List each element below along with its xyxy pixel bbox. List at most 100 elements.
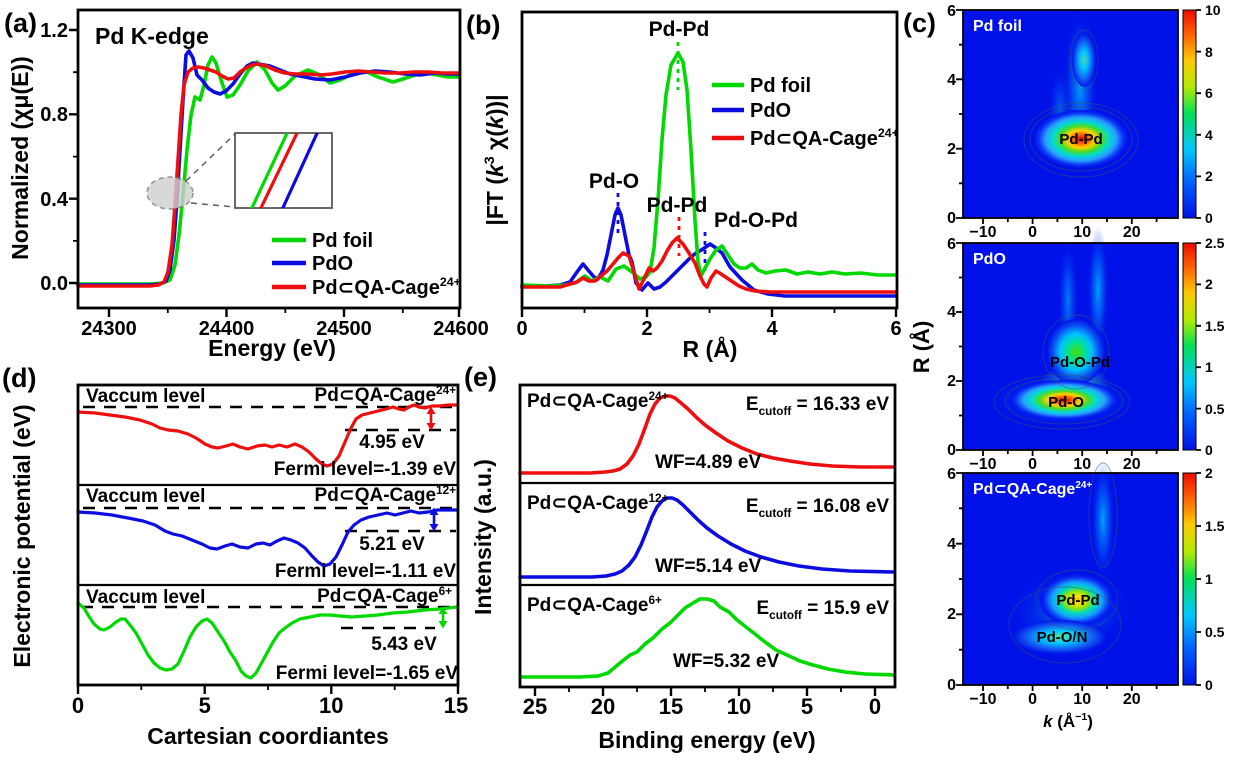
heatmap3-colorbar [1182, 472, 1197, 686]
svg-text:0: 0 [1205, 677, 1213, 693]
cage-label-e-blue: Pd⊂QA-Cage12+ [527, 492, 669, 514]
panel-d-dividers [78, 483, 458, 587]
cage-label-red: Pd⊂QA-Cage24+ [315, 384, 457, 406]
panel-c: (c) R (Å) k (Å−1) Pd foil Pd-Pd −10 [903, 2, 1225, 731]
svg-text:6: 6 [1205, 85, 1213, 101]
svg-text:2.5: 2.5 [1205, 235, 1225, 251]
heatmap-pd-foil: Pd foil Pd-Pd −10 0 10 20 0 2 4 6 0 [947, 2, 1221, 241]
panel-e-row-cage6: Pd⊂QA-Cage6+ Ecutoff = 15.9 eV WF=5.32 e… [518, 594, 896, 679]
panel-d-letter: (d) [2, 363, 36, 393]
svg-text:20: 20 [1123, 691, 1141, 708]
panel-a-x-tick-labels: 24300 24400 24500 24600 [81, 318, 489, 340]
panel-e-x-tick-labels: 25 20 15 10 5 0 [523, 694, 881, 719]
svg-text:1: 1 [1205, 571, 1213, 587]
panel-a-legend: Pd foil PdO Pd⊂QA-Cage24+ [272, 230, 461, 299]
panel-a-xlabel: Energy (eV) [208, 335, 336, 361]
svg-text:10: 10 [1073, 224, 1091, 241]
legend-label-pd-foil: Pd foil [312, 230, 373, 252]
svg-text:0.0: 0.0 [40, 273, 68, 295]
fermi-label-blue: Fermi level=-1.11 eV [275, 561, 456, 582]
inset-connector-lines [185, 133, 236, 208]
heatmap2-title: PdO [973, 251, 1006, 268]
fermi-label-red: Fermi level=-1.39 eV [274, 459, 457, 480]
panel-e-row-cage24: Pd⊂QA-Cage24+ Ecutoff = 16.33 eV WF=4.89… [518, 390, 896, 475]
wf-arrow-green [438, 607, 448, 629]
panel-b-peak-markers [616, 42, 707, 271]
svg-text:−10: −10 [969, 691, 996, 708]
heatmap2-ticks [956, 242, 1158, 456]
panel-e-row-cage12: Pd⊂QA-Cage12+ Ecutoff = 16.08 eV WF=5.14… [518, 492, 896, 579]
potential-curve-green [76, 601, 459, 680]
heatmap3-pdon-blob [1013, 620, 1107, 654]
legend-label-pd-cage: Pd⊂QA-Cage24+ [312, 275, 461, 299]
peak-label-pdpd-green: Pd-Pd [649, 18, 710, 41]
panel-a-frame [76, 8, 462, 310]
panel-b-letter: (b) [466, 10, 500, 40]
heatmap1-y-tick-labels: 0 2 4 6 [947, 3, 956, 227]
heatmap3-contours [1008, 462, 1122, 664]
svg-text:0.4: 0.4 [40, 189, 69, 211]
panel-c-letter: (c) [903, 8, 936, 38]
legend-label-pd-cage: Pd⊂QA-Cage24+ [750, 126, 899, 150]
heatmap2-colorbar-ticks [1196, 242, 1201, 451]
svg-text:15: 15 [444, 693, 468, 718]
panel-e-ticks [533, 687, 877, 696]
svg-text:0: 0 [72, 693, 84, 718]
svg-text:8: 8 [1205, 44, 1213, 60]
heatmap2-x-tick-labels: −10 0 10 20 [969, 456, 1140, 473]
svg-text:20: 20 [1123, 456, 1141, 473]
svg-text:24300: 24300 [81, 318, 137, 340]
svg-text:24600: 24600 [433, 318, 489, 340]
heatmap3-blob-label-1: Pd-Pd [1056, 592, 1099, 609]
heatmap2-pdopd-blob [1047, 319, 1105, 385]
heatmap-pd-cage: Pd⊂QA-Cage24+ Pd-Pd Pd-O/N −10 0 10 20 0… [947, 460, 1225, 708]
heatmap1-harmonic-blob [1072, 33, 1096, 87]
panel-b-ylabel: |FT (k3 χ(k))| [482, 94, 508, 225]
panel-d: (d) Electronic potential (eV) Cartesian … [2, 363, 468, 749]
heatmap2-contours [993, 314, 1131, 430]
heatmap3-blob-label-2: Pd-O/N [1037, 629, 1088, 646]
panel-a-title: Pd K-edge [95, 23, 209, 49]
svg-text:1.5: 1.5 [1205, 518, 1225, 534]
svg-text:5: 5 [199, 693, 211, 718]
svg-text:−10: −10 [969, 224, 996, 241]
vacuum-label-red: Vaccum level [86, 386, 205, 407]
svg-text:0.8: 0.8 [40, 104, 68, 126]
inset-box [234, 132, 333, 209]
panel-b-curve-pd-cage [520, 236, 898, 294]
legend-label-pd-foil: Pd foil [750, 75, 811, 97]
potential-curve-red [76, 403, 459, 468]
wf-label-green: WF=5.32 eV [673, 651, 779, 672]
ups-curve-red [518, 394, 896, 475]
svg-text:10: 10 [1205, 2, 1221, 18]
panel-e-frame [518, 383, 897, 689]
peak-label-pdopd-blue: Pd-O-Pd [714, 209, 798, 232]
panel-b-legend: Pd foil PdO Pd⊂QA-Cage24+ [712, 75, 899, 150]
heatmap2-streak-2 [1087, 225, 1109, 355]
panel-b-x-tick-labels: 0 2 4 6 [516, 318, 901, 340]
panel-e-letter: (e) [464, 362, 497, 392]
svg-text:2: 2 [947, 141, 956, 158]
heatmap1-colorbar [1182, 9, 1197, 219]
svg-text:0.5: 0.5 [1205, 624, 1225, 640]
panel-c-ylabel: R (Å) [908, 321, 934, 374]
svg-text:2: 2 [1205, 276, 1213, 292]
svg-text:4: 4 [766, 318, 778, 340]
heatmap2-blob-label-1: Pd-O-Pd [1050, 354, 1110, 371]
svg-text:0: 0 [1205, 210, 1213, 226]
ecutoff-label-blue: Ecutoff = 16.08 eV [746, 496, 889, 520]
heatmap3-ticks [956, 472, 1158, 691]
heatmap3-streak [1091, 460, 1115, 580]
panel-b: (b) |FT (k3 χ(k))| R (Å) Pd-Pd Pd-O Pd-P… [466, 10, 902, 362]
heatmap1-contours [1023, 29, 1139, 178]
panel-a: (a) Pd K-edge Normalized (χμ(E)) Energy … [4, 8, 489, 361]
svg-text:10: 10 [1073, 691, 1091, 708]
ups-curve-green [518, 597, 896, 679]
svg-text:4: 4 [947, 72, 956, 89]
potential-curve-blue [76, 508, 459, 568]
panel-d-ylabel: Electronic potential (eV) [9, 404, 35, 667]
svg-text:0: 0 [516, 318, 527, 340]
svg-text:0: 0 [947, 442, 956, 459]
svg-text:2: 2 [947, 373, 956, 390]
ups-curve-blue [518, 496, 896, 579]
